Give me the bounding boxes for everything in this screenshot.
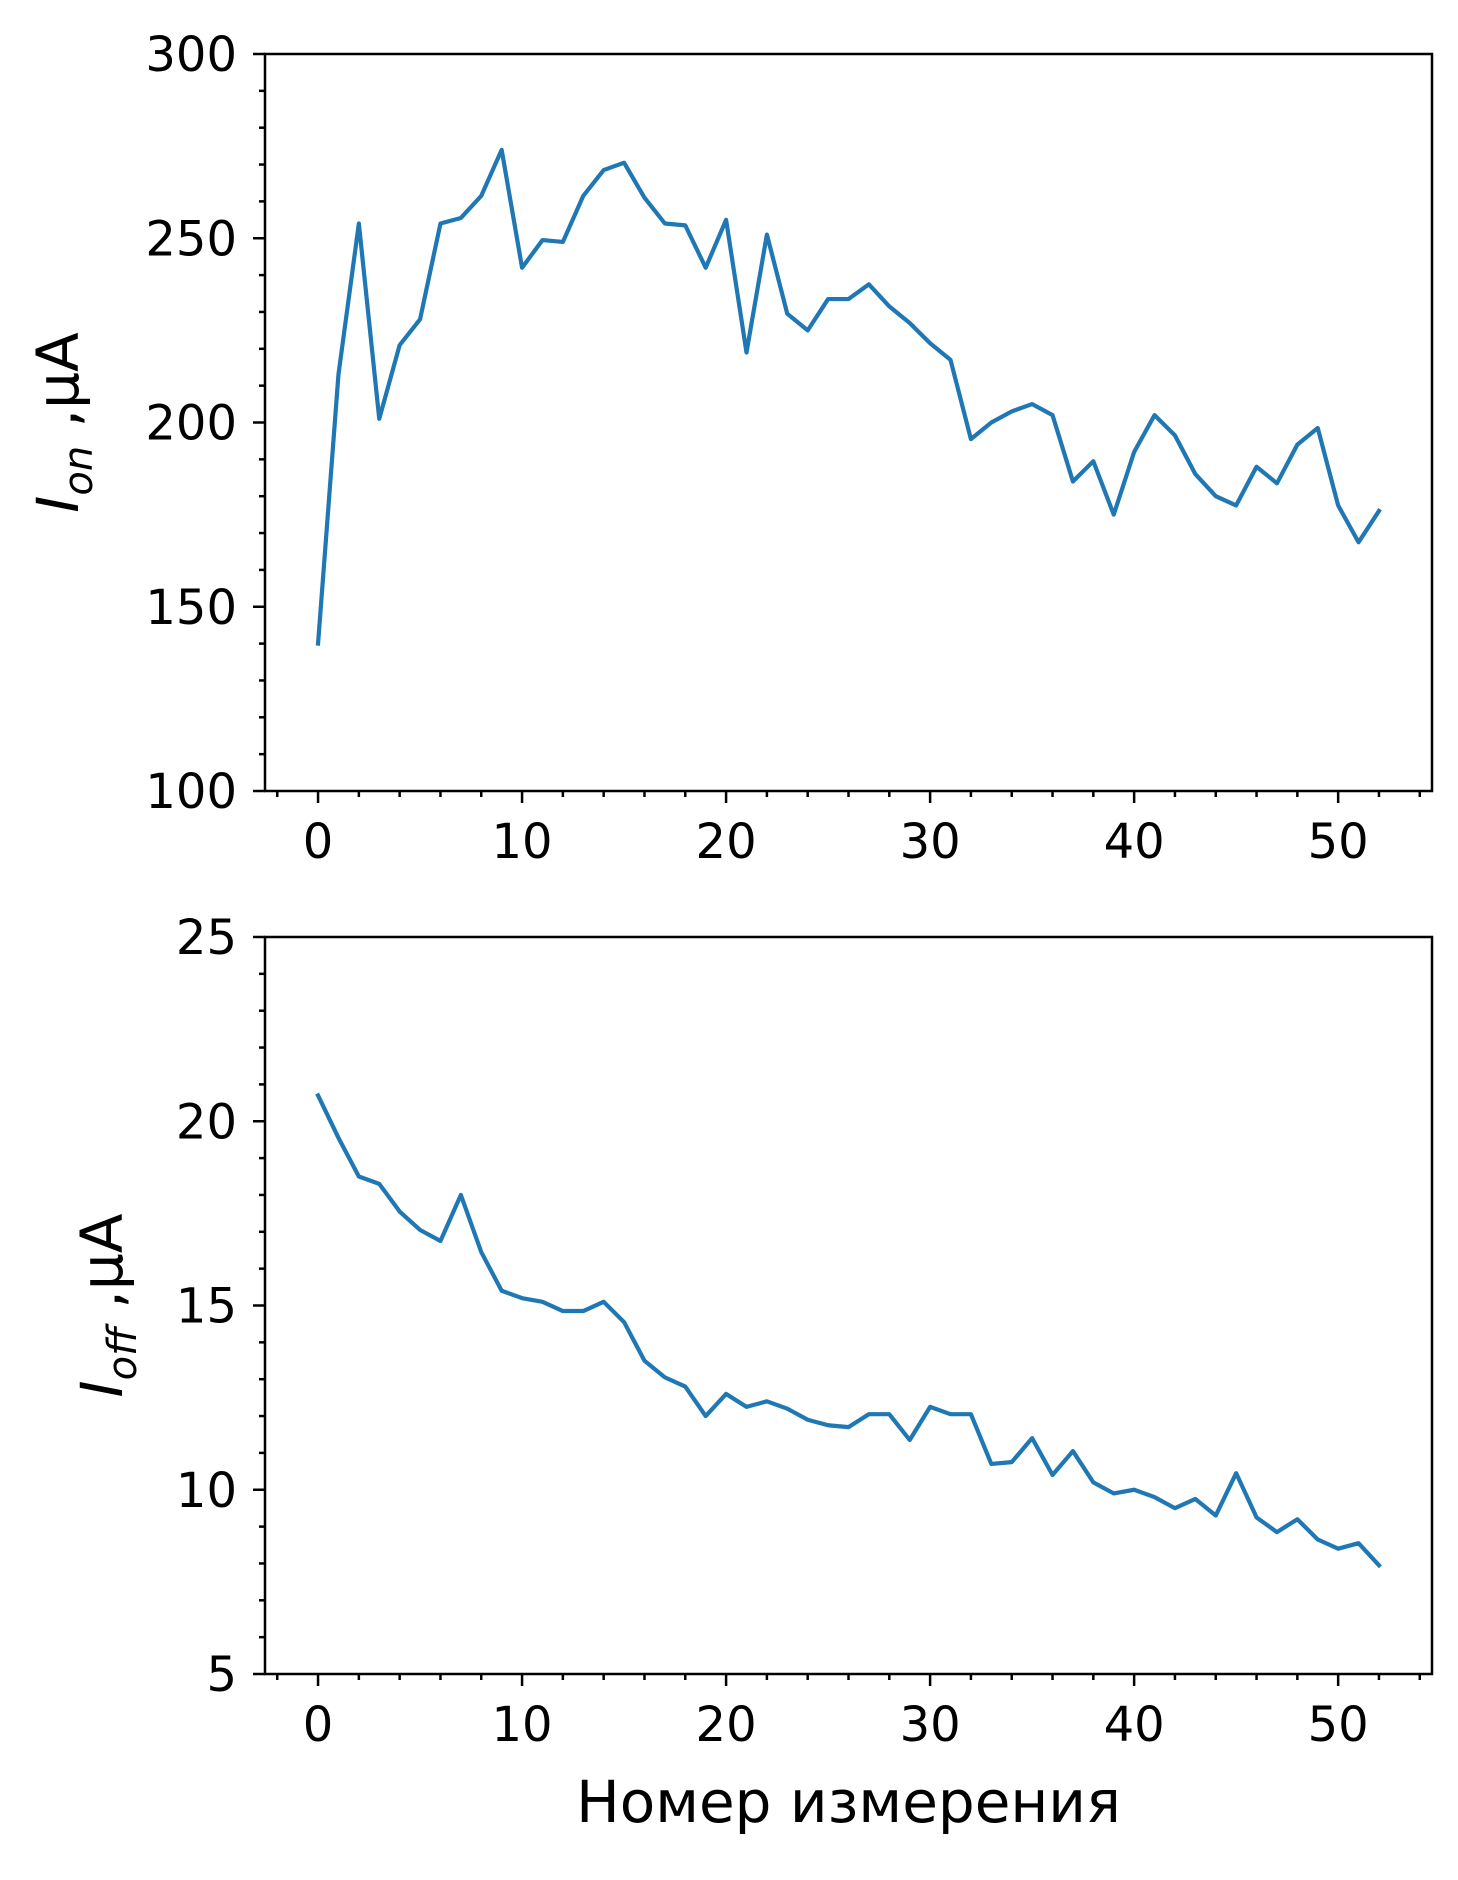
y-tick-label: 25	[176, 910, 237, 966]
y-tick-label: 10	[176, 1463, 237, 1519]
x-tick-label: 20	[696, 814, 757, 870]
chart-panel-1: 0 10 20 30 40 50 100 150 200 250 300 Ion ,μA	[24, 27, 1432, 870]
y-tick-label: 100	[145, 764, 237, 820]
y-axis-label: Ioff ,μA	[68, 1213, 146, 1397]
y-tick-label: 150	[145, 580, 237, 636]
x-tick-label: 50	[1308, 1697, 1369, 1753]
y-tick-label: 20	[176, 1094, 237, 1150]
x-tick-label: 30	[900, 1697, 961, 1753]
plot-frame	[265, 54, 1432, 791]
x-tick-label: 40	[1104, 1697, 1165, 1753]
y-axis-label-main: I	[24, 496, 92, 513]
x-axis-label: Номер измерения	[576, 1768, 1121, 1836]
y-axis-label: Ion ,μA	[24, 332, 102, 513]
x-tick-label: 0	[303, 814, 334, 870]
y-axis-label-subscript: on	[56, 446, 102, 496]
x-tick-label: 30	[900, 814, 961, 870]
y-axis-label-subscript: off	[100, 1323, 146, 1380]
plot-frame	[265, 937, 1432, 1674]
x-tick-label: 10	[492, 814, 553, 870]
x-tick-label: 10	[492, 1697, 553, 1753]
y-axis-label-main: I	[68, 1380, 136, 1397]
data-series-line	[318, 150, 1379, 644]
y-tick-label: 300	[145, 27, 237, 83]
y-axis-label-unit: ,μA	[68, 1213, 136, 1327]
y-tick-label: 15	[176, 1279, 237, 1335]
y-tick-label: 200	[145, 396, 237, 452]
x-tick-label: 50	[1308, 814, 1369, 870]
x-tick-label: 40	[1104, 814, 1165, 870]
chart-panel-2: 0 10 20 30 40 50 5 10 15 20 25 Ioff ,μA Номер измере…	[68, 910, 1432, 1836]
x-tick-label: 20	[696, 1697, 757, 1753]
y-tick-label: 5	[206, 1647, 237, 1703]
y-axis-label-unit: ,μA	[24, 332, 92, 446]
x-tick-label: 0	[303, 1697, 334, 1753]
y-tick-label: 250	[145, 211, 237, 267]
data-series-line	[318, 1095, 1379, 1565]
